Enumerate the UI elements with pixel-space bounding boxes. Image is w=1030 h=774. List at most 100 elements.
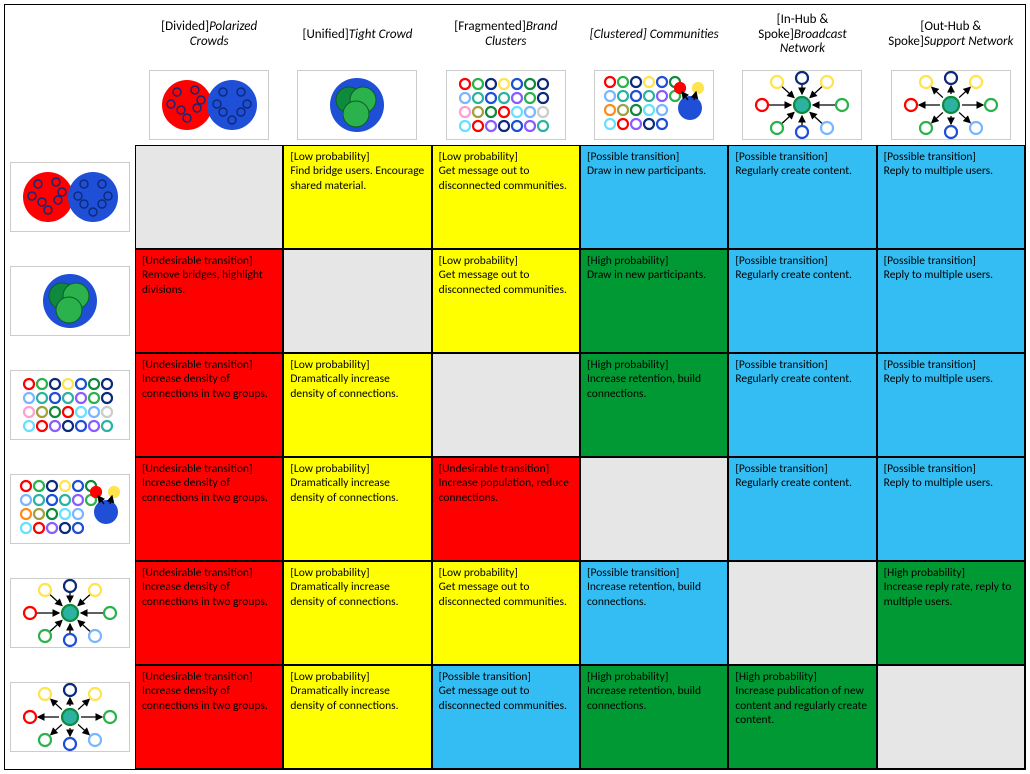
cell-tag: [Undesirable transition] bbox=[142, 358, 276, 372]
cell-tag: [Low probability] bbox=[439, 254, 573, 268]
cell-2-2 bbox=[432, 353, 580, 457]
cell-4-4 bbox=[728, 561, 876, 665]
cell-text: Reply to multiple users. bbox=[884, 372, 993, 386]
col-icon-4 bbox=[728, 65, 876, 145]
cell-5-2: [Possible transition]Get message out to … bbox=[432, 665, 580, 769]
cell-tag: [Undesirable transition] bbox=[142, 462, 276, 476]
cell-text: Dramatically increase density of connect… bbox=[290, 372, 398, 400]
cell-text: Increase retention, build connections. bbox=[587, 372, 701, 400]
cell-0-2: [Low probability]Get message out to disc… bbox=[432, 145, 580, 249]
cell-1-3: [High probability]Draw in new participan… bbox=[580, 249, 728, 353]
cell-tag: [Low probability] bbox=[290, 462, 424, 476]
cell-text: Dramatically increase density of connect… bbox=[290, 476, 398, 504]
cell-tag: [Undesirable transition] bbox=[142, 670, 276, 684]
cell-tag: [Low probability] bbox=[290, 358, 424, 372]
cell-text: Dramatically increase density of connect… bbox=[290, 684, 398, 712]
cell-1-2: [Low probability]Get message out to disc… bbox=[432, 249, 580, 353]
cell-tag: [Possible transition] bbox=[735, 254, 869, 268]
cell-2-0: [Undesirable transition]Increase density… bbox=[135, 353, 283, 457]
cell-tag: [High probability] bbox=[735, 670, 869, 684]
cell-text: Increase density of connections in two g… bbox=[142, 684, 268, 712]
cell-4-1: [Low probability]Dramatically increase d… bbox=[283, 561, 431, 665]
cell-text: Increase density of connections in two g… bbox=[142, 372, 268, 400]
col-header-0: [Divided]Polarized Crowds bbox=[135, 5, 283, 65]
cell-1-5: [Possible transition]Reply to multiple u… bbox=[877, 249, 1025, 353]
row-icon-4 bbox=[5, 561, 135, 665]
cell-tag: [High probability] bbox=[587, 358, 721, 372]
cell-2-1: [Low probability]Dramatically increase d… bbox=[283, 353, 431, 457]
cell-tag: [Undesirable transition] bbox=[142, 566, 276, 580]
cell-text: Get message out to disconnected communit… bbox=[439, 580, 567, 608]
cell-tag: [Low probability] bbox=[290, 566, 424, 580]
col-header-2: [Fragmented]Brand Clusters bbox=[432, 5, 580, 65]
cell-3-3 bbox=[580, 457, 728, 561]
cell-tag: [Possible transition] bbox=[735, 150, 869, 164]
cell-tag: [Possible transition] bbox=[735, 358, 869, 372]
col-icon-1 bbox=[283, 65, 431, 145]
transition-matrix: [Divided]Polarized Crowds [Unified]Tight… bbox=[4, 4, 1026, 770]
cell-4-2: [Low probability]Get message out to disc… bbox=[432, 561, 580, 665]
cell-5-4: [High probability]Increase publication o… bbox=[728, 665, 876, 769]
row-icon-3 bbox=[5, 457, 135, 561]
cell-tag: [Possible transition] bbox=[587, 150, 721, 164]
cell-text: Regularly create content. bbox=[735, 268, 852, 282]
cell-2-4: [Possible transition]Regularly create co… bbox=[728, 353, 876, 457]
cell-1-4: [Possible transition]Regularly create co… bbox=[728, 249, 876, 353]
col-icon-3 bbox=[580, 65, 728, 145]
cell-text: Remove bridges, highlight divisions. bbox=[142, 268, 263, 296]
cell-tag: [Low probability] bbox=[439, 150, 573, 164]
cell-text: Get message out to disconnected communit… bbox=[439, 164, 567, 192]
cell-text: Draw in new participants. bbox=[587, 164, 706, 178]
cell-4-5: [High probability]Increase reply rate, r… bbox=[877, 561, 1025, 665]
cell-tag: [Possible transition] bbox=[884, 150, 1018, 164]
cell-5-1: [Low probability]Dramatically increase d… bbox=[283, 665, 431, 769]
cell-tag: [Possible transition] bbox=[587, 566, 721, 580]
cell-text: Reply to multiple users. bbox=[884, 476, 993, 490]
cell-4-0: [Undesirable transition]Increase density… bbox=[135, 561, 283, 665]
row-icon-1 bbox=[5, 249, 135, 353]
cell-text: Dramatically increase density of connect… bbox=[290, 580, 398, 608]
cell-1-1 bbox=[283, 249, 431, 353]
cell-3-1: [Low probability]Dramatically increase d… bbox=[283, 457, 431, 561]
cell-0-4: [Possible transition]Regularly create co… bbox=[728, 145, 876, 249]
cell-2-5: [Possible transition]Reply to multiple u… bbox=[877, 353, 1025, 457]
cell-tag: [Possible transition] bbox=[884, 254, 1018, 268]
col-header-5: [Out-Hub & Spoke]Support Network bbox=[877, 5, 1025, 65]
col-icon-5 bbox=[877, 65, 1025, 145]
cell-tag: [Low probability] bbox=[290, 150, 424, 164]
cell-tag: [Low probability] bbox=[290, 670, 424, 684]
cell-text: Reply to multiple users. bbox=[884, 268, 993, 282]
col-header-3: [Clustered] Communities bbox=[580, 5, 728, 65]
cell-tag: [Possible transition] bbox=[884, 358, 1018, 372]
cell-5-5 bbox=[877, 665, 1025, 769]
row-icon-0 bbox=[5, 145, 135, 249]
cell-3-2: [Undesirable transition]Increase populat… bbox=[432, 457, 580, 561]
cell-0-0 bbox=[135, 145, 283, 249]
cell-text: Get message out to disconnected communit… bbox=[439, 684, 567, 712]
cell-tag: [High probability] bbox=[587, 254, 721, 268]
cell-5-0: [Undesirable transition]Increase density… bbox=[135, 665, 283, 769]
cell-1-0: [Undesirable transition]Remove bridges, … bbox=[135, 249, 283, 353]
cell-tag: [Possible transition] bbox=[735, 462, 869, 476]
cell-text: Regularly create content. bbox=[735, 372, 852, 386]
cell-text: Reply to multiple users. bbox=[884, 164, 993, 178]
cell-tag: [Possible transition] bbox=[884, 462, 1018, 476]
cell-0-3: [Possible transition]Draw in new partici… bbox=[580, 145, 728, 249]
cell-0-1: [Low probability]Find bridge users. Enco… bbox=[283, 145, 431, 249]
cell-3-0: [Undesirable transition]Increase density… bbox=[135, 457, 283, 561]
cell-text: Increase retention, build connections. bbox=[587, 580, 701, 608]
cell-text: Increase density of connections in two g… bbox=[142, 476, 268, 504]
cell-text: Find bridge users. Encourage shared mate… bbox=[290, 164, 424, 192]
cell-text: Get message out to disconnected communit… bbox=[439, 268, 567, 296]
cell-tag: [High probability] bbox=[884, 566, 1018, 580]
cell-3-5: [Possible transition]Reply to multiple u… bbox=[877, 457, 1025, 561]
cell-tag: [Possible transition] bbox=[439, 670, 573, 684]
cell-0-5: [Possible transition]Reply to multiple u… bbox=[877, 145, 1025, 249]
cell-4-3: [Possible transition]Increase retention,… bbox=[580, 561, 728, 665]
cell-text: Increase reply rate, reply to multiple u… bbox=[884, 580, 1012, 608]
col-icon-2 bbox=[432, 65, 580, 145]
corner-blank bbox=[5, 5, 135, 145]
cell-3-4: [Possible transition]Regularly create co… bbox=[728, 457, 876, 561]
cell-text: Regularly create content. bbox=[735, 164, 852, 178]
row-icon-5 bbox=[5, 665, 135, 769]
